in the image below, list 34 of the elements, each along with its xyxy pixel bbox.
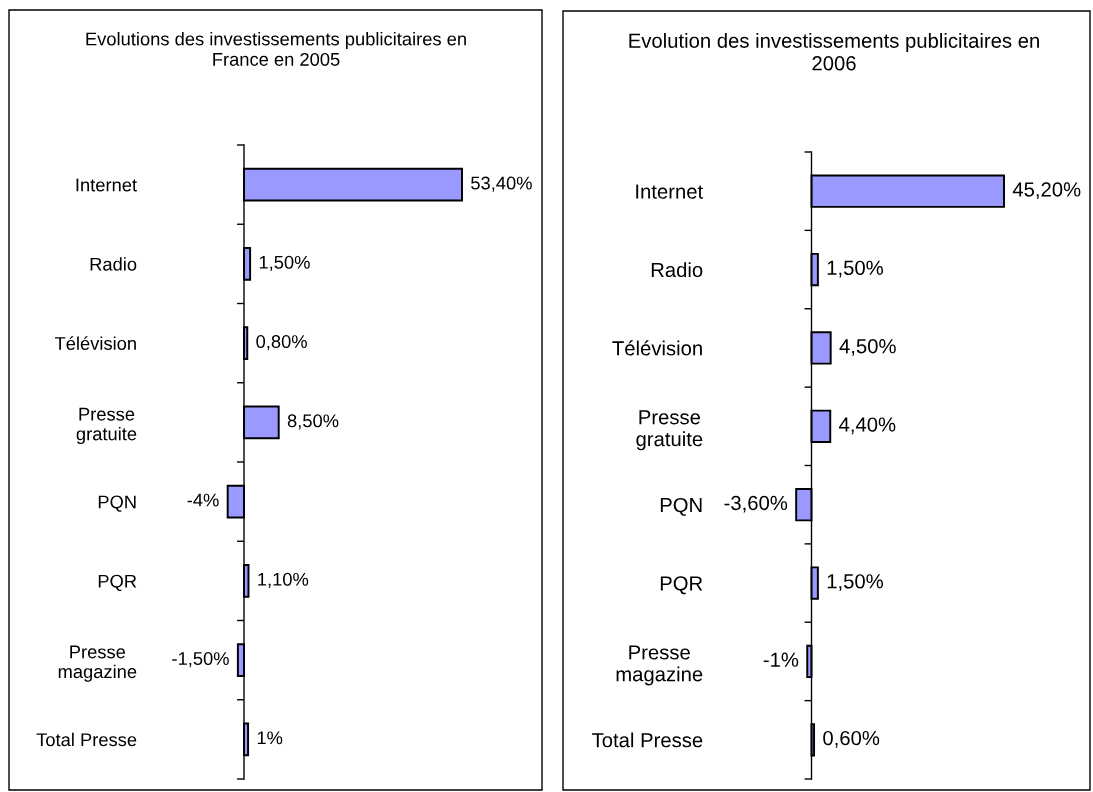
- data-label: 1,10%: [258, 572, 309, 588]
- y-tick-label: Internet: [76, 178, 137, 192]
- y-tick-label: PQR: [98, 574, 137, 591]
- y-tick-label: Total Presse: [36, 732, 137, 747]
- data-label: 1,50%: [259, 255, 310, 271]
- data-label: -4%: [187, 493, 219, 507]
- y-tick-label: Presse magazine: [58, 645, 137, 682]
- y-tick-label: PQN: [98, 495, 136, 512]
- data-label: -1%: [763, 652, 799, 667]
- data-label: 53,40%: [471, 176, 532, 192]
- y-tick-label: Total Presse: [592, 732, 703, 748]
- data-label: 0,80%: [256, 335, 307, 351]
- data-label: 8,50%: [287, 414, 339, 430]
- data-label: 1,50%: [827, 574, 883, 591]
- y-tick-label: PQN: [660, 497, 702, 516]
- chart-title: Evolutions des investissements publicitaires en France en 2005: [86, 32, 466, 66]
- y-tick-label: Presse magazine: [616, 645, 703, 686]
- data-label: 45,20%: [1012, 182, 1081, 200]
- y-tick-label: Télévision: [612, 340, 702, 356]
- y-tick-label: Radio: [651, 262, 703, 278]
- data-label: 4,40%: [839, 417, 896, 435]
- y-tick-label: Internet: [636, 184, 704, 199]
- y-tick-label: Presse gratuite: [636, 410, 703, 451]
- y-tick-label: Presse gratuite: [76, 407, 137, 445]
- chart-title: Evolution des investissements publicitaires en 2006: [629, 33, 1039, 71]
- data-label: 0,60%: [823, 730, 880, 748]
- y-tick-label: PQR: [660, 576, 703, 595]
- data-label: -1,50%: [172, 652, 229, 668]
- y-tick-label: Radio: [90, 257, 137, 271]
- data-label: 1%: [257, 731, 283, 745]
- y-tick-label: Télévision: [54, 336, 136, 350]
- data-label: -3,60%: [724, 495, 788, 513]
- data-label: 4,50%: [839, 339, 896, 356]
- data-label: 1,50%: [827, 260, 883, 278]
